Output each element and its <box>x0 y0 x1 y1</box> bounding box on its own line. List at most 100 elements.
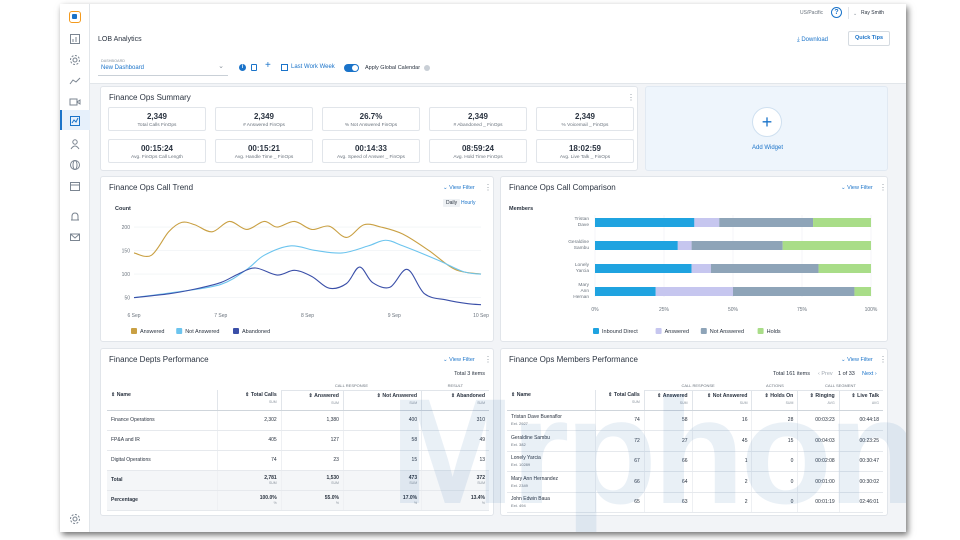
table-row[interactable]: Lonely Yarcia Ext. 10289 67 66 1 0 00:02:08 00:… <box>507 451 883 472</box>
column-header[interactable]: ⇕ Ringing AVG <box>797 390 840 411</box>
cell-answered: 55.0%% <box>280 490 344 511</box>
legend-label: Answered <box>140 329 164 335</box>
view-filter-button[interactable]: ⌄ View Filter <box>841 185 873 191</box>
cell-not_answered: 400 <box>342 410 422 431</box>
stat-label: % Voicemail _ FinOps <box>561 123 609 128</box>
view-filter-button[interactable]: ⌄ View Filter <box>443 357 475 363</box>
more-icon[interactable]: ⋮ <box>879 355 887 364</box>
settings-icon[interactable] <box>68 53 82 67</box>
table-row[interactable]: John Edwin Baua Ext. 494 65 63 2 0 00:01:19 02:… <box>507 492 883 513</box>
sort-icon: ⇕ <box>111 392 117 398</box>
table-row[interactable]: FP&A and IR 405 127 58 49 <box>107 430 489 451</box>
add-widget-icon[interactable]: + <box>752 107 782 137</box>
more-icon[interactable]: ⋮ <box>879 183 887 192</box>
page-title: LOB Analytics <box>98 36 142 43</box>
add-widget-card[interactable]: + Add Widget <box>645 86 888 171</box>
view-filter-button[interactable]: ⌄ View Filter <box>443 185 475 191</box>
divider <box>848 7 849 19</box>
table-row[interactable]: Tristan Dave Buenaflor Ext. 2927 74 58 16 28 0… <box>507 410 883 431</box>
calendar-icon[interactable] <box>281 64 288 71</box>
widget-title: Finance Ops Call Comparison <box>509 183 616 192</box>
legend-label: Abandoned <box>242 329 270 335</box>
column-header[interactable]: ⇕ Total Calls SUM <box>216 390 282 411</box>
stat-value: 18:02:59 <box>568 144 602 153</box>
table-row[interactable]: Finance Operations 2,302 1,380 400 310 <box>107 410 489 431</box>
column-header[interactable]: ⇕ Total Calls SUM <box>594 390 645 411</box>
depts-table: CALL RESPONSE RESULT ⇕ Name ⇕ Total Calls S… <box>107 381 489 511</box>
dashboard-icon[interactable] <box>68 32 82 46</box>
column-header[interactable]: ⇕ Name <box>107 390 217 411</box>
tab-daily[interactable]: Daily <box>443 199 461 207</box>
x-tick-label: 50% <box>728 307 739 313</box>
table-row[interactable]: Digital Operations 74 23 15 13 <box>107 450 489 471</box>
cell-not_answered: 473 SUM <box>342 470 422 491</box>
bar-segment-inbound-direct <box>595 218 695 227</box>
category-label: Dave <box>578 222 590 228</box>
more-icon[interactable]: ⋮ <box>484 355 492 364</box>
quick-tips-button[interactable]: Quick Tips <box>848 31 890 46</box>
category-label: Geraldine <box>568 239 589 245</box>
calendar-icon[interactable] <box>68 179 82 193</box>
video-icon[interactable] <box>68 95 82 109</box>
column-header[interactable]: ⇕ Not Answered SUM <box>691 390 752 411</box>
analytics-icon[interactable] <box>68 114 82 128</box>
chevron-down-icon: ⌄ <box>218 63 224 70</box>
cell-holds: 15 <box>751 430 798 452</box>
more-icon[interactable]: ⋮ <box>484 183 492 192</box>
users-icon[interactable] <box>68 137 82 151</box>
more-icon[interactable]: ⋮ <box>627 93 635 102</box>
x-tick-label: 6 Sep <box>127 313 140 319</box>
add-icon[interactable]: + <box>265 60 271 71</box>
cell-not_answered: 1 <box>691 451 752 472</box>
bell-icon[interactable] <box>68 210 82 224</box>
trend-icon[interactable] <box>68 74 82 88</box>
column-header[interactable]: ⇕ Holds On SUM <box>751 390 798 411</box>
column-header[interactable]: ⇕ Abandoned SUM <box>421 390 489 411</box>
mail-icon[interactable] <box>68 230 82 244</box>
view-filter-button[interactable]: ⌄ View Filter <box>841 357 873 363</box>
gear-icon[interactable] <box>68 512 82 526</box>
column-header[interactable]: ⇕ Answered SUM <box>280 390 344 411</box>
cell-abandoned: 310 <box>421 410 489 431</box>
stat-tile: 2,349 # Abandoned _ FinOps <box>429 107 527 131</box>
stat-label: # Answered FinOps <box>243 123 285 128</box>
sort-icon: ⇕ <box>376 392 383 399</box>
group-header: CALL RESPONSE <box>281 381 422 391</box>
cell-answered: 63 <box>643 492 693 513</box>
column-header[interactable]: ⇕ Not Answered SUM <box>342 390 422 411</box>
sort-icon: ⇕ <box>608 392 614 398</box>
cell-total: 65 <box>594 492 645 513</box>
sort-icon: ⇕ <box>809 392 816 399</box>
prev-button[interactable]: ‹ Prev <box>818 371 833 377</box>
bar-segment-inbound-direct <box>595 241 678 250</box>
column-header[interactable]: ⇕ Live Talk AVG <box>838 390 883 411</box>
app-window: US/Pacific ? ⌄ Ray Smith LOB Analytics ⤓… <box>60 4 906 532</box>
stat-value: 26.7% <box>359 112 383 121</box>
table-row[interactable]: Geraldine Sambu Ext. 382 72 27 45 15 00:04:03 0… <box>507 430 883 452</box>
timezone-label[interactable]: US/Pacific <box>800 10 824 16</box>
download-button[interactable]: ⤓ Download <box>797 37 829 43</box>
user-name[interactable]: Ray Smith <box>861 10 885 16</box>
info-icon[interactable] <box>424 65 430 71</box>
copy-icon[interactable] <box>251 64 257 71</box>
column-header[interactable]: ⇕ Name <box>507 390 595 411</box>
dashboard-select[interactable]: DASHBOARD New Dashboard ⌄ <box>98 59 228 76</box>
table-row[interactable]: Mary Ann Hernandez Ext. 2349 66 64 2 0 00:01:0… <box>507 471 883 493</box>
total-items: Total 161 items <box>773 371 810 377</box>
date-range-button[interactable]: Last Work Week <box>291 64 335 70</box>
next-button[interactable]: Next › <box>862 371 877 377</box>
bar-segment-holds <box>782 241 871 250</box>
cell-name: Digital Operations <box>107 450 217 471</box>
tab-hourly[interactable]: Hourly <box>461 200 476 206</box>
help-icon[interactable]: ? <box>831 7 842 18</box>
global-calendar-toggle[interactable] <box>344 64 359 72</box>
bar-segment-holds <box>818 264 871 273</box>
stat-value: 2,349 <box>253 112 275 121</box>
legend-swatch <box>757 328 764 334</box>
cell-answered: 66 <box>643 451 693 472</box>
info-icon[interactable]: i <box>239 64 246 71</box>
widget-title: Finance Ops Members Performance <box>509 355 638 364</box>
column-header[interactable]: ⇕ Answered SUM <box>643 390 693 411</box>
globe-icon[interactable] <box>68 158 82 172</box>
chevron-down-icon[interactable]: ⌄ <box>853 11 858 17</box>
